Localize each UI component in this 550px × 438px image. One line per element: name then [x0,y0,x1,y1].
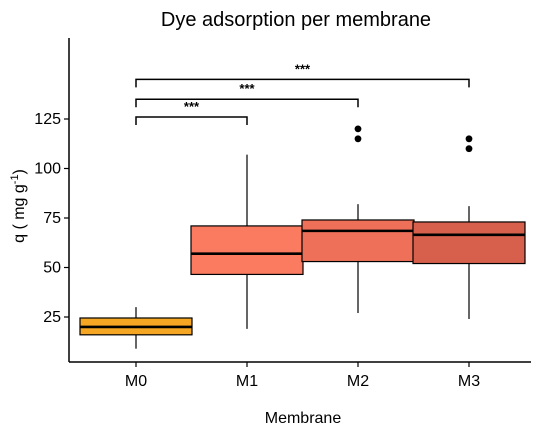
x-tick-label: M0 [125,373,147,390]
box-m3 [412,135,526,319]
significance-label: *** [295,61,311,76]
box-m0 [79,307,193,349]
significance-label: *** [239,81,255,96]
y-axis: 25 50 75 100 125 [34,111,69,326]
box-m1 [190,154,304,329]
y-axis-title: q ( mg g-1) [9,169,28,243]
y-tick-label: 25 [43,309,61,326]
x-tick-label: M3 [458,373,480,390]
significance-bracket [135,78,470,88]
box-body [190,225,304,276]
significance-bracket [135,116,248,126]
significance-brackets: *** *** *** [135,61,470,126]
significance-label: *** [184,99,200,114]
box-m2 [301,125,415,314]
y-tick-label: 50 [43,260,61,277]
box-body [412,221,526,265]
x-tick-label: M2 [347,373,369,390]
outlier-point [465,135,473,143]
x-axis: M0 M1 M2 M3 [125,362,480,390]
y-tick-label: 75 [43,210,61,227]
box-body [301,219,415,263]
outlier-point [465,145,473,153]
x-tick-label: M1 [236,373,258,390]
chart-title: Dye adsorption per membrane [161,9,431,31]
outlier-point [354,135,362,143]
outlier-point [354,125,362,133]
significance-bracket [135,98,359,108]
x-axis-title: Membrane [265,410,342,427]
y-tick-label: 100 [34,161,61,178]
y-tick-label: 125 [34,111,61,128]
boxes [79,125,526,349]
